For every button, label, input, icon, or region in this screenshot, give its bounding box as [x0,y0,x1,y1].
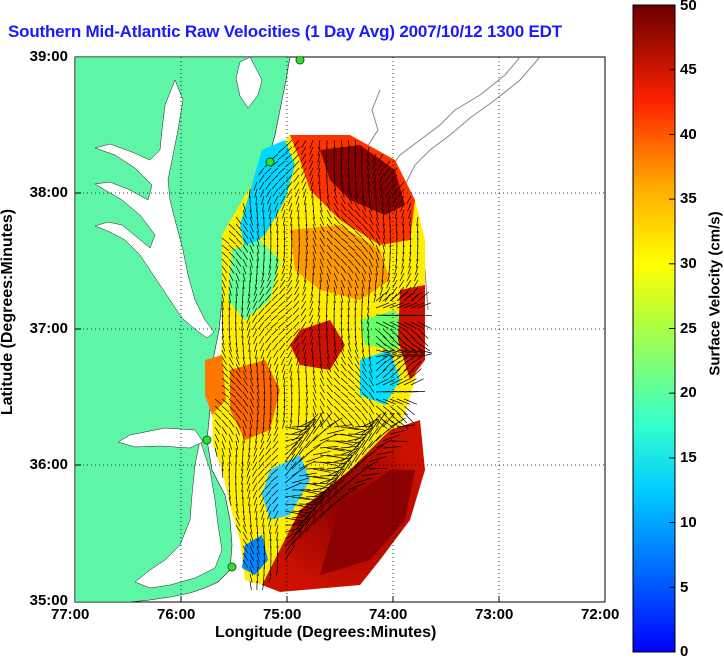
colorbar-tick-label: 20 [680,384,697,401]
radar-station-marker [228,563,236,571]
x-axis-label: Longitude (Degrees:Minutes) [215,624,436,642]
colorbar-tick-label: 15 [680,449,697,466]
x-tick-label: 77:00 [51,606,89,623]
colorbar-tick-label: 40 [680,126,697,143]
colorbar-tick-label: 50 [680,0,697,14]
y-tick-label: 38:00 [8,184,68,201]
radar-station-marker [203,436,211,444]
colorbar-tick-label: 10 [680,514,697,531]
y-tick-label: 39:00 [8,48,68,65]
radar-station-marker [266,158,274,166]
colorbar-tick-label: 0 [680,643,688,660]
colorbar-label: Surface Velocity (cm/s) [707,174,724,414]
y-tick-label: 36:00 [8,456,68,473]
y-tick-label: 37:00 [8,320,68,337]
x-tick-label: 75:00 [263,606,301,623]
x-tick-label: 73:00 [475,606,513,623]
colorbar-tick-label: 25 [680,320,697,337]
y-axis-label: Latitude (Degrees:Minutes) [0,192,17,432]
x-tick-label: 74:00 [369,606,407,623]
colorbar-tick-label: 5 [680,579,688,596]
radar-station-marker [296,56,304,64]
colorbar-tick-label: 35 [680,190,697,207]
x-tick-label: 76:00 [157,606,195,623]
x-tick-label: 72:00 [581,606,619,623]
colorbar-tick-label: 30 [680,255,697,272]
colorbar-tick-label: 45 [680,61,697,78]
colorbar [633,5,675,652]
